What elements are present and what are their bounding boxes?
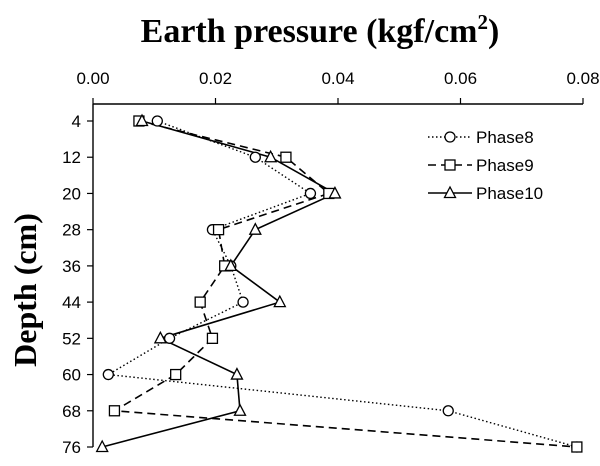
series-line-phase9: [111, 120, 577, 448]
legend-marker-phase10: [443, 185, 457, 199]
data-point-phase10: [248, 222, 262, 235]
y-tick-label: 20: [62, 184, 81, 203]
data-point-phase10: [273, 294, 287, 308]
series-line-phase8: [106, 120, 578, 448]
data-point-phase8: [304, 187, 317, 200]
legend-marker-phase8: [444, 131, 456, 143]
data-point-phase8: [151, 115, 163, 127]
data-point-phase10: [264, 149, 278, 163]
y-tick-label: 36: [62, 257, 81, 276]
y-axis-label: Depth (cm): [7, 213, 43, 367]
legend-marker-phase9: [444, 159, 456, 171]
plot-area: 0.00 0.02 0.04 0.06 0.08 4 12 20 28 36 44 52 60 68 76 P…: [62, 69, 599, 457]
y-tick-label: 4: [72, 112, 81, 131]
y-tick-label: 44: [62, 293, 81, 312]
data-point-phase9: [194, 296, 206, 308]
data-point-phase8: [249, 151, 261, 163]
data-point-phase9: [170, 368, 182, 381]
data-point-phase8: [163, 332, 176, 344]
data-point-phase9: [212, 224, 225, 236]
x-tick-label: 0.02: [199, 69, 232, 88]
data-point-phase10: [135, 113, 149, 127]
chart-title: Earth pressure (kgf/cm2): [141, 10, 500, 50]
y-tick-label: 68: [62, 402, 81, 421]
data-point-phase8: [102, 368, 114, 381]
y-tick-label: 52: [62, 329, 81, 348]
legend-label-phase8: Phase8: [476, 128, 534, 147]
x-tick-label: 0.08: [566, 69, 599, 88]
data-point-phase9: [206, 332, 219, 344]
data-point-phase10: [230, 367, 244, 380]
y-tick-label: 28: [62, 221, 81, 240]
x-tick-label: 0.06: [444, 69, 477, 88]
legend-label-phase10: Phase10: [476, 184, 543, 203]
data-point-phase9: [571, 441, 583, 453]
data-point-phase9: [280, 151, 292, 163]
data-point-phase10: [95, 439, 109, 453]
y-tick-label: 12: [62, 148, 81, 167]
data-point-phase10: [233, 403, 247, 416]
x-tick-label: 0.00: [76, 69, 109, 88]
data-point-phase9: [108, 405, 121, 417]
data-point-phase8: [442, 405, 454, 417]
y-tick-label: 76: [62, 438, 81, 457]
y-tick-label: 60: [62, 366, 81, 385]
data-point-phase10: [328, 186, 342, 199]
data-point-phase8: [237, 296, 249, 308]
data-point-phase10: [153, 330, 167, 344]
x-tick-label: 0.04: [321, 69, 354, 88]
legend-label-phase9: Phase9: [476, 156, 534, 175]
data-point-phase10: [224, 258, 238, 272]
series-line-phase10: [101, 120, 337, 448]
